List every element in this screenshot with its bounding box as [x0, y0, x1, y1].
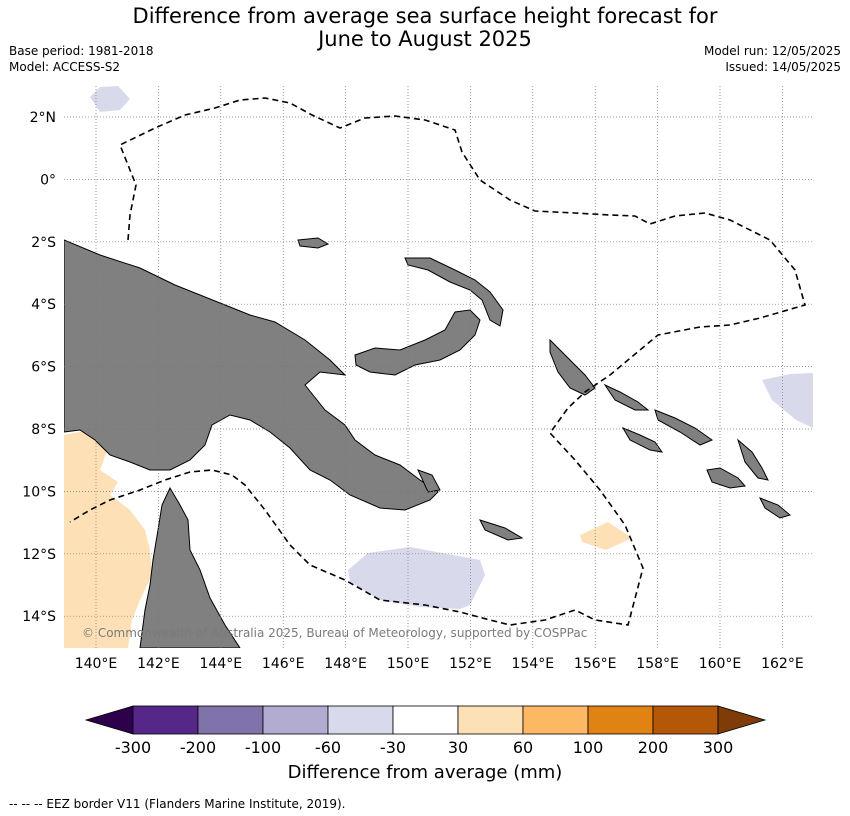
bougainville-land	[549, 338, 596, 396]
colorbar-label: -300	[114, 738, 152, 757]
colorbar-label: -100	[244, 738, 282, 757]
longitude-label: 140°E	[75, 656, 118, 672]
latitude-label: 8°S	[31, 422, 56, 438]
latitude-label: 2°N	[30, 110, 56, 126]
colorbar-label: 200	[637, 738, 669, 757]
longitude-label: 162°E	[761, 656, 804, 672]
model-run: Model run: 12/05/2025	[703, 44, 841, 58]
goodenough-islands-land	[297, 237, 524, 541]
latitude-labels: 2°N 0° 2°S 4°S 6°S 8°S 10°S 12°S 14°S	[22, 110, 56, 625]
colorbar-label: 300	[702, 738, 734, 757]
longitude-label: 160°E	[699, 656, 742, 672]
latitude-label: 12°S	[22, 547, 56, 563]
graticule	[64, 86, 813, 648]
land-masses	[64, 237, 792, 648]
latitude-label: 2°S	[31, 235, 56, 251]
colorbar-bin	[197, 705, 264, 735]
colorbar	[84, 705, 767, 735]
eez-borders	[69, 97, 806, 626]
latitude-label: 6°S	[31, 360, 56, 376]
longitude-label: 146°E	[262, 656, 305, 672]
eez-png-boundary	[69, 97, 806, 626]
longitude-label: 158°E	[636, 656, 679, 672]
longitude-label: 154°E	[512, 656, 555, 672]
colorbar-title: Difference from average (mm)	[287, 762, 563, 783]
anomaly-patch-positive-solomon	[580, 522, 632, 550]
colorbar-bin	[132, 705, 199, 735]
colorbar-bin	[457, 705, 524, 735]
chart-title-line1: Difference from average sea surface heig…	[132, 4, 718, 28]
colorbar-label: -200	[179, 738, 217, 757]
latitude-label: 0°	[40, 172, 56, 188]
cape-york-land	[139, 486, 241, 648]
longitude-label: 148°E	[324, 656, 367, 672]
colorbar-bin	[327, 705, 394, 735]
latitude-label: 10°S	[22, 484, 56, 500]
colorbar-label: 100	[572, 738, 604, 757]
colorbar-bin	[522, 705, 589, 735]
anomaly-patch-negative-east	[762, 373, 813, 428]
anomaly-patch-negative-coral-sea	[348, 547, 485, 609]
colorbar-cap-max	[717, 705, 767, 735]
meta-right: Model run: 12/05/2025 Issued: 14/05/2025	[704, 43, 841, 75]
latitude-label: 4°S	[31, 297, 56, 313]
colorbar-label: -30	[379, 738, 407, 757]
latitude-label: 14°S	[22, 609, 56, 625]
anomaly-patch-negative-north	[90, 86, 130, 112]
longitude-labels: 140°E 142°E 144°E 146°E 148°E 150°E 152°E 154°E…	[75, 656, 804, 672]
longitude-label: 150°E	[387, 656, 430, 672]
longitude-label: 152°E	[449, 656, 492, 672]
colorbar-label: -60	[314, 738, 342, 757]
colorbar-cap-min	[84, 705, 134, 735]
meta-left: Base period: 1981-2018 Model: ACCESS-S2	[9, 43, 154, 75]
colorbar-bin	[587, 705, 654, 735]
new-guinea-land	[64, 239, 439, 511]
colorbar-label: 60	[512, 738, 534, 757]
model-name: Model: ACCESS-S2	[9, 60, 121, 74]
chart-title-line2: June to August 2025	[318, 27, 532, 51]
issued-date: Issued: 14/05/2025	[725, 60, 841, 74]
anomaly-patch-positive-gulf	[64, 430, 152, 648]
eez-legend-note: -- -- -- EEZ border V11 (Flanders Marine…	[9, 797, 346, 811]
colorbar-bin	[392, 705, 459, 735]
copyright-notice: © Commonwealth of Australia 2025, Bureau…	[82, 626, 587, 640]
map-area: © Commonwealth of Australia 2025, Bureau…	[64, 86, 813, 648]
longitude-label: 144°E	[200, 656, 243, 672]
colorbar-label: 30	[447, 738, 469, 757]
longitude-label: 142°E	[137, 656, 180, 672]
base-period: Base period: 1981-2018	[9, 44, 154, 58]
solomon-islands-land	[603, 383, 792, 519]
longitude-label: 156°E	[574, 656, 617, 672]
colorbar-bin	[262, 705, 329, 735]
new-ireland-land	[404, 257, 504, 327]
colorbar-bin	[652, 705, 719, 735]
new-britain-land	[354, 309, 481, 376]
